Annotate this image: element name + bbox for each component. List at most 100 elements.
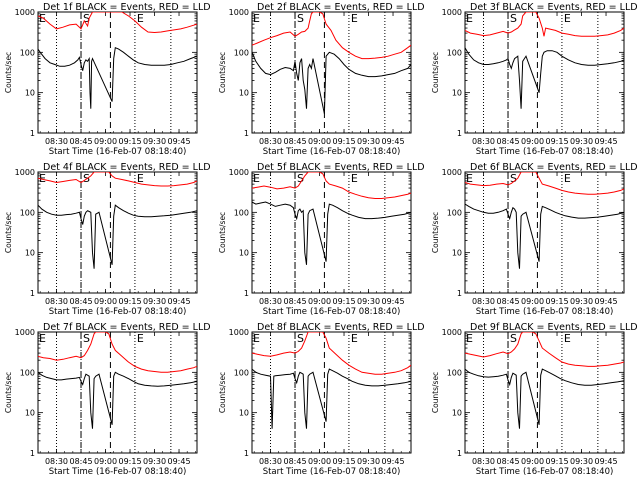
x-axis-label-start-time: (16-Feb-07 08:18:40) bbox=[96, 307, 186, 317]
series-line-lld bbox=[465, 12, 624, 37]
series-line-lld bbox=[465, 172, 624, 195]
y-tick-label: 100 bbox=[20, 368, 35, 377]
x-tick-label: 09:45 bbox=[167, 137, 190, 146]
series-line-events bbox=[465, 368, 624, 429]
x-axis-label-prefix: Start Time bbox=[476, 147, 520, 157]
x-tick-label: 09:15 bbox=[332, 457, 355, 466]
x-tick-label: 08:30 bbox=[259, 457, 282, 466]
plot-panel: Det 1f BLACK = Events, RED = LLD 1 10 100 10… bbox=[4, 2, 211, 157]
plot-frame bbox=[251, 331, 412, 454]
x-axis-label-start-time: (16-Feb-07 08:18:40) bbox=[96, 147, 186, 157]
x-tick-label: 09:45 bbox=[594, 297, 617, 306]
x-tick-label: 09:00 bbox=[94, 297, 117, 306]
marker-label-e-end: E bbox=[137, 332, 144, 345]
y-axis-label: Counts/sec bbox=[431, 52, 440, 93]
plot-title: Det 6f BLACK = Events, RED = LLD bbox=[470, 162, 638, 173]
plot-title: Det 5f BLACK = Events, RED = LLD bbox=[257, 162, 425, 173]
y-tick-label: 1000 bbox=[229, 328, 249, 337]
x-tick-label: 08:45 bbox=[283, 297, 306, 306]
x-axis-label: Start Time (16-Feb-07 08:18:40) bbox=[476, 147, 614, 157]
x-tick-label: 09:15 bbox=[545, 297, 568, 306]
y-tick-label: 10 bbox=[239, 249, 249, 258]
x-tick-label: 09:00 bbox=[308, 297, 331, 306]
x-tick-label: 09:00 bbox=[308, 137, 331, 146]
x-axis-label: Start Time (16-Feb-07 08:18:40) bbox=[476, 467, 614, 477]
y-tick-label: 1 bbox=[30, 289, 35, 298]
plot-title: Det 9f BLACK = Events, RED = LLD bbox=[470, 322, 638, 333]
x-tick-label: 08:45 bbox=[283, 137, 306, 146]
x-tick-label: 08:45 bbox=[496, 137, 519, 146]
y-tick-label: 1 bbox=[244, 289, 249, 298]
x-axis-label-prefix: Start Time bbox=[49, 147, 93, 157]
y-tick-label: 100 bbox=[447, 368, 462, 377]
y-tick-label: 100 bbox=[20, 208, 35, 217]
y-tick-label: 10 bbox=[239, 89, 249, 98]
plot-title: Det 2f BLACK = Events, RED = LLD bbox=[257, 2, 425, 13]
marker-label-s: S bbox=[297, 332, 304, 345]
series-line-events bbox=[38, 371, 197, 429]
marker-label-e-start: E bbox=[466, 12, 473, 25]
y-axis-label: Counts/sec bbox=[218, 372, 227, 413]
marker-label-e-start: E bbox=[39, 332, 46, 345]
x-tick-label: 09:15 bbox=[118, 457, 141, 466]
x-tick-label: 08:30 bbox=[259, 137, 282, 146]
series-line-events bbox=[252, 368, 411, 429]
marker-label-e-start: E bbox=[466, 172, 473, 185]
plot-frame bbox=[37, 331, 198, 454]
y-axis-label: Counts/sec bbox=[4, 212, 13, 253]
series-line-events bbox=[38, 204, 197, 269]
y-tick-label: 1 bbox=[457, 289, 462, 298]
plot-panel: Det 2f BLACK = Events, RED = LLD 1 10 100 10… bbox=[218, 2, 425, 157]
plot-frame bbox=[464, 11, 625, 134]
x-tick-label: 08:45 bbox=[69, 137, 92, 146]
x-tick-label: 09:00 bbox=[521, 297, 544, 306]
series-line-lld bbox=[38, 12, 197, 34]
y-tick-label: 10 bbox=[452, 409, 462, 418]
marker-label-s: S bbox=[83, 12, 90, 25]
plot-frame bbox=[37, 171, 198, 294]
x-tick-label: 08:30 bbox=[45, 457, 68, 466]
series-line-lld bbox=[38, 332, 197, 373]
series-line-events bbox=[465, 47, 624, 109]
marker-label-e-start: E bbox=[39, 172, 46, 185]
x-tick-label: 09:45 bbox=[167, 457, 190, 466]
plot-panel: Det 7f BLACK = Events, RED = LLD 1 10 100 10… bbox=[4, 322, 211, 477]
marker-label-e-end: E bbox=[564, 332, 571, 345]
x-tick-label: 08:30 bbox=[45, 137, 68, 146]
marker-label-e-start: E bbox=[253, 12, 260, 25]
marker-label-s: S bbox=[510, 172, 517, 185]
marker-label-e-end: E bbox=[137, 12, 144, 25]
x-tick-label: 09:30 bbox=[570, 137, 593, 146]
marker-label-e-start: E bbox=[39, 12, 46, 25]
y-tick-label: 100 bbox=[234, 208, 249, 217]
marker-label-e-end: E bbox=[351, 12, 358, 25]
y-tick-label: 1000 bbox=[442, 168, 462, 177]
y-tick-label: 100 bbox=[447, 48, 462, 57]
plot-title: Det 4f BLACK = Events, RED = LLD bbox=[43, 162, 211, 173]
y-axis-label: Counts/sec bbox=[218, 52, 227, 93]
x-axis-label: Start Time (16-Feb-07 08:18:40) bbox=[476, 307, 614, 317]
x-axis-label-prefix: Start Time bbox=[49, 467, 93, 477]
x-tick-label: 09:30 bbox=[357, 137, 380, 146]
x-tick-label: 09:30 bbox=[570, 297, 593, 306]
plot-panel: Det 5f BLACK = Events, RED = LLD 1 10 100 10… bbox=[218, 162, 425, 317]
series-line-lld bbox=[465, 332, 624, 367]
x-tick-label: 09:45 bbox=[381, 137, 404, 146]
x-axis-label-prefix: Start Time bbox=[263, 147, 307, 157]
x-tick-label: 09:30 bbox=[357, 457, 380, 466]
series-line-events bbox=[252, 51, 411, 114]
y-tick-label: 1000 bbox=[15, 328, 35, 337]
marker-label-e-end: E bbox=[564, 172, 571, 185]
x-tick-label: 09:15 bbox=[545, 457, 568, 466]
x-tick-label: 09:30 bbox=[143, 297, 166, 306]
x-tick-label: 09:15 bbox=[118, 137, 141, 146]
x-tick-label: 08:30 bbox=[259, 297, 282, 306]
plot-frame bbox=[251, 11, 412, 134]
plot-panel: Det 9f BLACK = Events, RED = LLD 1 10 100 10… bbox=[431, 322, 638, 477]
y-tick-label: 1 bbox=[30, 129, 35, 138]
x-axis-label: Start Time (16-Feb-07 08:18:40) bbox=[49, 467, 187, 477]
y-tick-label: 1000 bbox=[229, 8, 249, 17]
x-tick-label: 09:30 bbox=[570, 457, 593, 466]
x-axis-label-prefix: Start Time bbox=[476, 467, 520, 477]
plot-panel: Det 6f BLACK = Events, RED = LLD 1 10 100 10… bbox=[431, 162, 638, 317]
